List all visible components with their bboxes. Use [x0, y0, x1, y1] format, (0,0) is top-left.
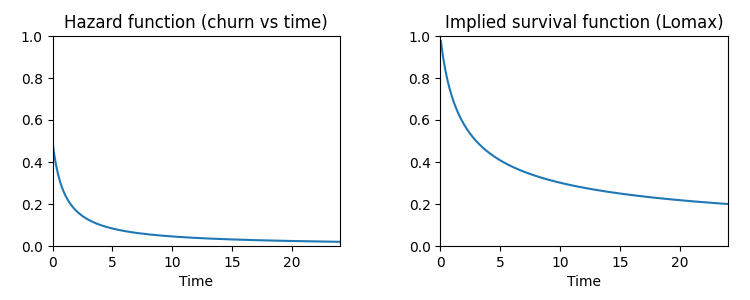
Title: Implied survival function (Lomax): Implied survival function (Lomax)	[445, 14, 723, 32]
X-axis label: Time: Time	[179, 275, 213, 289]
X-axis label: Time: Time	[567, 275, 601, 289]
Title: Hazard function (churn vs time): Hazard function (churn vs time)	[64, 14, 328, 32]
